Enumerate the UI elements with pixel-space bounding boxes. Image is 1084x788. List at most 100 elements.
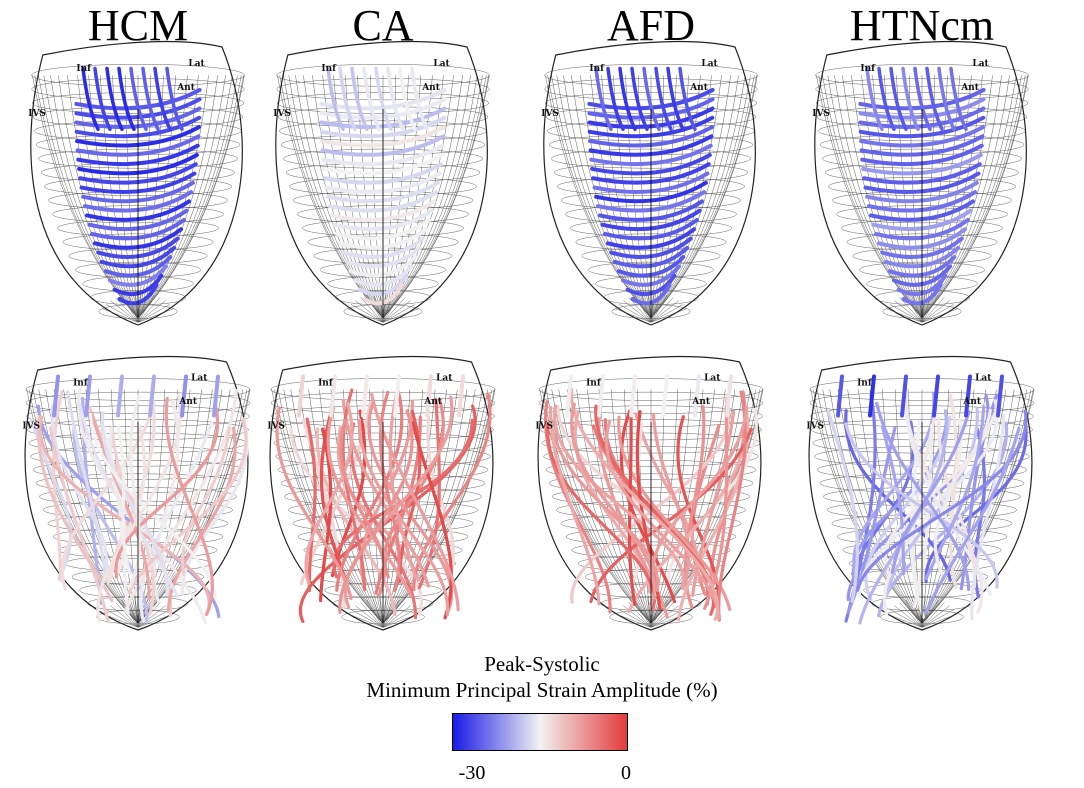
fiber bbox=[362, 283, 404, 306]
fiber-tracts bbox=[826, 374, 1028, 625]
segment-label-ivs: IVS bbox=[541, 109, 559, 119]
fiber bbox=[913, 66, 932, 131]
fiber bbox=[79, 171, 197, 194]
segment-label-lat: Lat bbox=[701, 59, 718, 69]
heart-svg: Inf Lat Ant IVS bbox=[535, 355, 764, 631]
fiber bbox=[326, 66, 345, 131]
segment-label-ivs: IVS bbox=[28, 109, 46, 119]
fiber bbox=[605, 227, 697, 250]
segment-label-ant: Ant bbox=[176, 83, 196, 93]
fiber bbox=[338, 409, 414, 614]
fiber bbox=[903, 402, 993, 596]
fiber bbox=[357, 418, 449, 617]
fiber bbox=[324, 171, 442, 194]
fiber-tracts bbox=[319, 66, 447, 306]
fiber bbox=[90, 217, 186, 241]
segment-label-inf: Inf bbox=[857, 379, 873, 389]
heart-panel-afd-top: Inf Lat Ant IVS bbox=[511, 40, 791, 340]
fiber bbox=[411, 421, 453, 620]
fiber bbox=[603, 217, 699, 241]
fiber bbox=[297, 374, 305, 418]
fiber bbox=[862, 162, 982, 185]
fiber bbox=[164, 396, 214, 617]
fiber bbox=[901, 66, 920, 131]
legend-title-line-1: Peak-Systolic bbox=[484, 652, 600, 676]
fiber bbox=[298, 404, 477, 624]
colorbar-min-label: -30 bbox=[458, 762, 486, 784]
fiber bbox=[75, 134, 201, 157]
fiber bbox=[89, 411, 151, 601]
segment-label-inf: Inf bbox=[76, 64, 92, 74]
fiber bbox=[924, 426, 1021, 615]
segment-label-lat: Lat bbox=[972, 59, 989, 69]
fiber-tracts bbox=[587, 66, 715, 306]
fiber bbox=[350, 66, 369, 131]
fiber bbox=[335, 388, 404, 592]
fiber bbox=[99, 245, 177, 269]
colorbar-max-label: 0 bbox=[621, 762, 631, 784]
legend-title-line-2: Minimum Principal Strain Amplitude (%) bbox=[366, 678, 718, 702]
heart-svg: Inf Lat Ant IVS bbox=[267, 355, 496, 631]
fiber bbox=[693, 374, 701, 418]
fiber bbox=[370, 392, 460, 612]
fiber bbox=[348, 255, 418, 278]
fiber bbox=[546, 423, 656, 612]
fiber bbox=[127, 417, 248, 595]
fiber bbox=[52, 389, 64, 582]
fiber bbox=[319, 115, 447, 139]
fiber bbox=[587, 115, 715, 139]
segment-label-ivs: IVS bbox=[273, 109, 291, 119]
fiber bbox=[569, 387, 720, 621]
fiber bbox=[326, 406, 413, 598]
fiber-tracts bbox=[543, 374, 759, 622]
fiber bbox=[651, 412, 691, 590]
heart-svg: Inf Lat Ant IVS bbox=[22, 355, 251, 631]
fiber bbox=[117, 283, 159, 306]
fiber bbox=[410, 66, 429, 131]
heart-panel-htncm-bottom: Inf Lat Ant IVS bbox=[782, 350, 1062, 650]
fiber bbox=[642, 66, 661, 131]
fiber bbox=[594, 180, 708, 204]
fiber bbox=[588, 125, 714, 148]
fiber bbox=[996, 374, 1004, 418]
segment-label-inf: Inf bbox=[321, 64, 337, 74]
fiber bbox=[329, 374, 337, 418]
fiber bbox=[855, 409, 1028, 592]
fiber bbox=[871, 208, 973, 232]
fiber bbox=[74, 115, 202, 139]
segment-label-inf: Inf bbox=[586, 379, 602, 389]
fiber bbox=[103, 255, 173, 278]
fiber bbox=[859, 134, 985, 157]
fiber-tracts bbox=[275, 374, 492, 624]
fiber bbox=[321, 143, 445, 167]
fiber bbox=[970, 413, 1006, 621]
fiber bbox=[876, 227, 968, 250]
fiber bbox=[925, 66, 944, 131]
fiber bbox=[677, 412, 750, 622]
heart-panel-hcm-bottom: Inf Lat Ant IVS bbox=[0, 350, 278, 650]
fiber bbox=[96, 236, 180, 259]
wire-mesh bbox=[276, 64, 490, 323]
fiber bbox=[315, 427, 397, 617]
fiber bbox=[896, 273, 948, 297]
fiber bbox=[304, 401, 354, 585]
fiber bbox=[625, 273, 677, 297]
fiber bbox=[937, 66, 956, 131]
fiber bbox=[327, 190, 439, 213]
segment-label-lat: Lat bbox=[188, 59, 205, 69]
segment-label-lat: Lat bbox=[436, 373, 453, 383]
segment-label-ant: Ant bbox=[691, 397, 711, 407]
fiber bbox=[112, 273, 164, 297]
segment-label-inf: Inf bbox=[73, 379, 89, 389]
fiber bbox=[874, 217, 970, 241]
fiber bbox=[129, 66, 148, 131]
fiber bbox=[846, 426, 897, 615]
fiber bbox=[678, 66, 697, 131]
fiber bbox=[836, 374, 844, 418]
segment-label-ant: Ant bbox=[178, 397, 198, 407]
fiber bbox=[868, 374, 876, 418]
fiber bbox=[108, 427, 127, 575]
fiber bbox=[93, 66, 112, 131]
fiber bbox=[865, 66, 884, 131]
fiber bbox=[598, 199, 704, 222]
